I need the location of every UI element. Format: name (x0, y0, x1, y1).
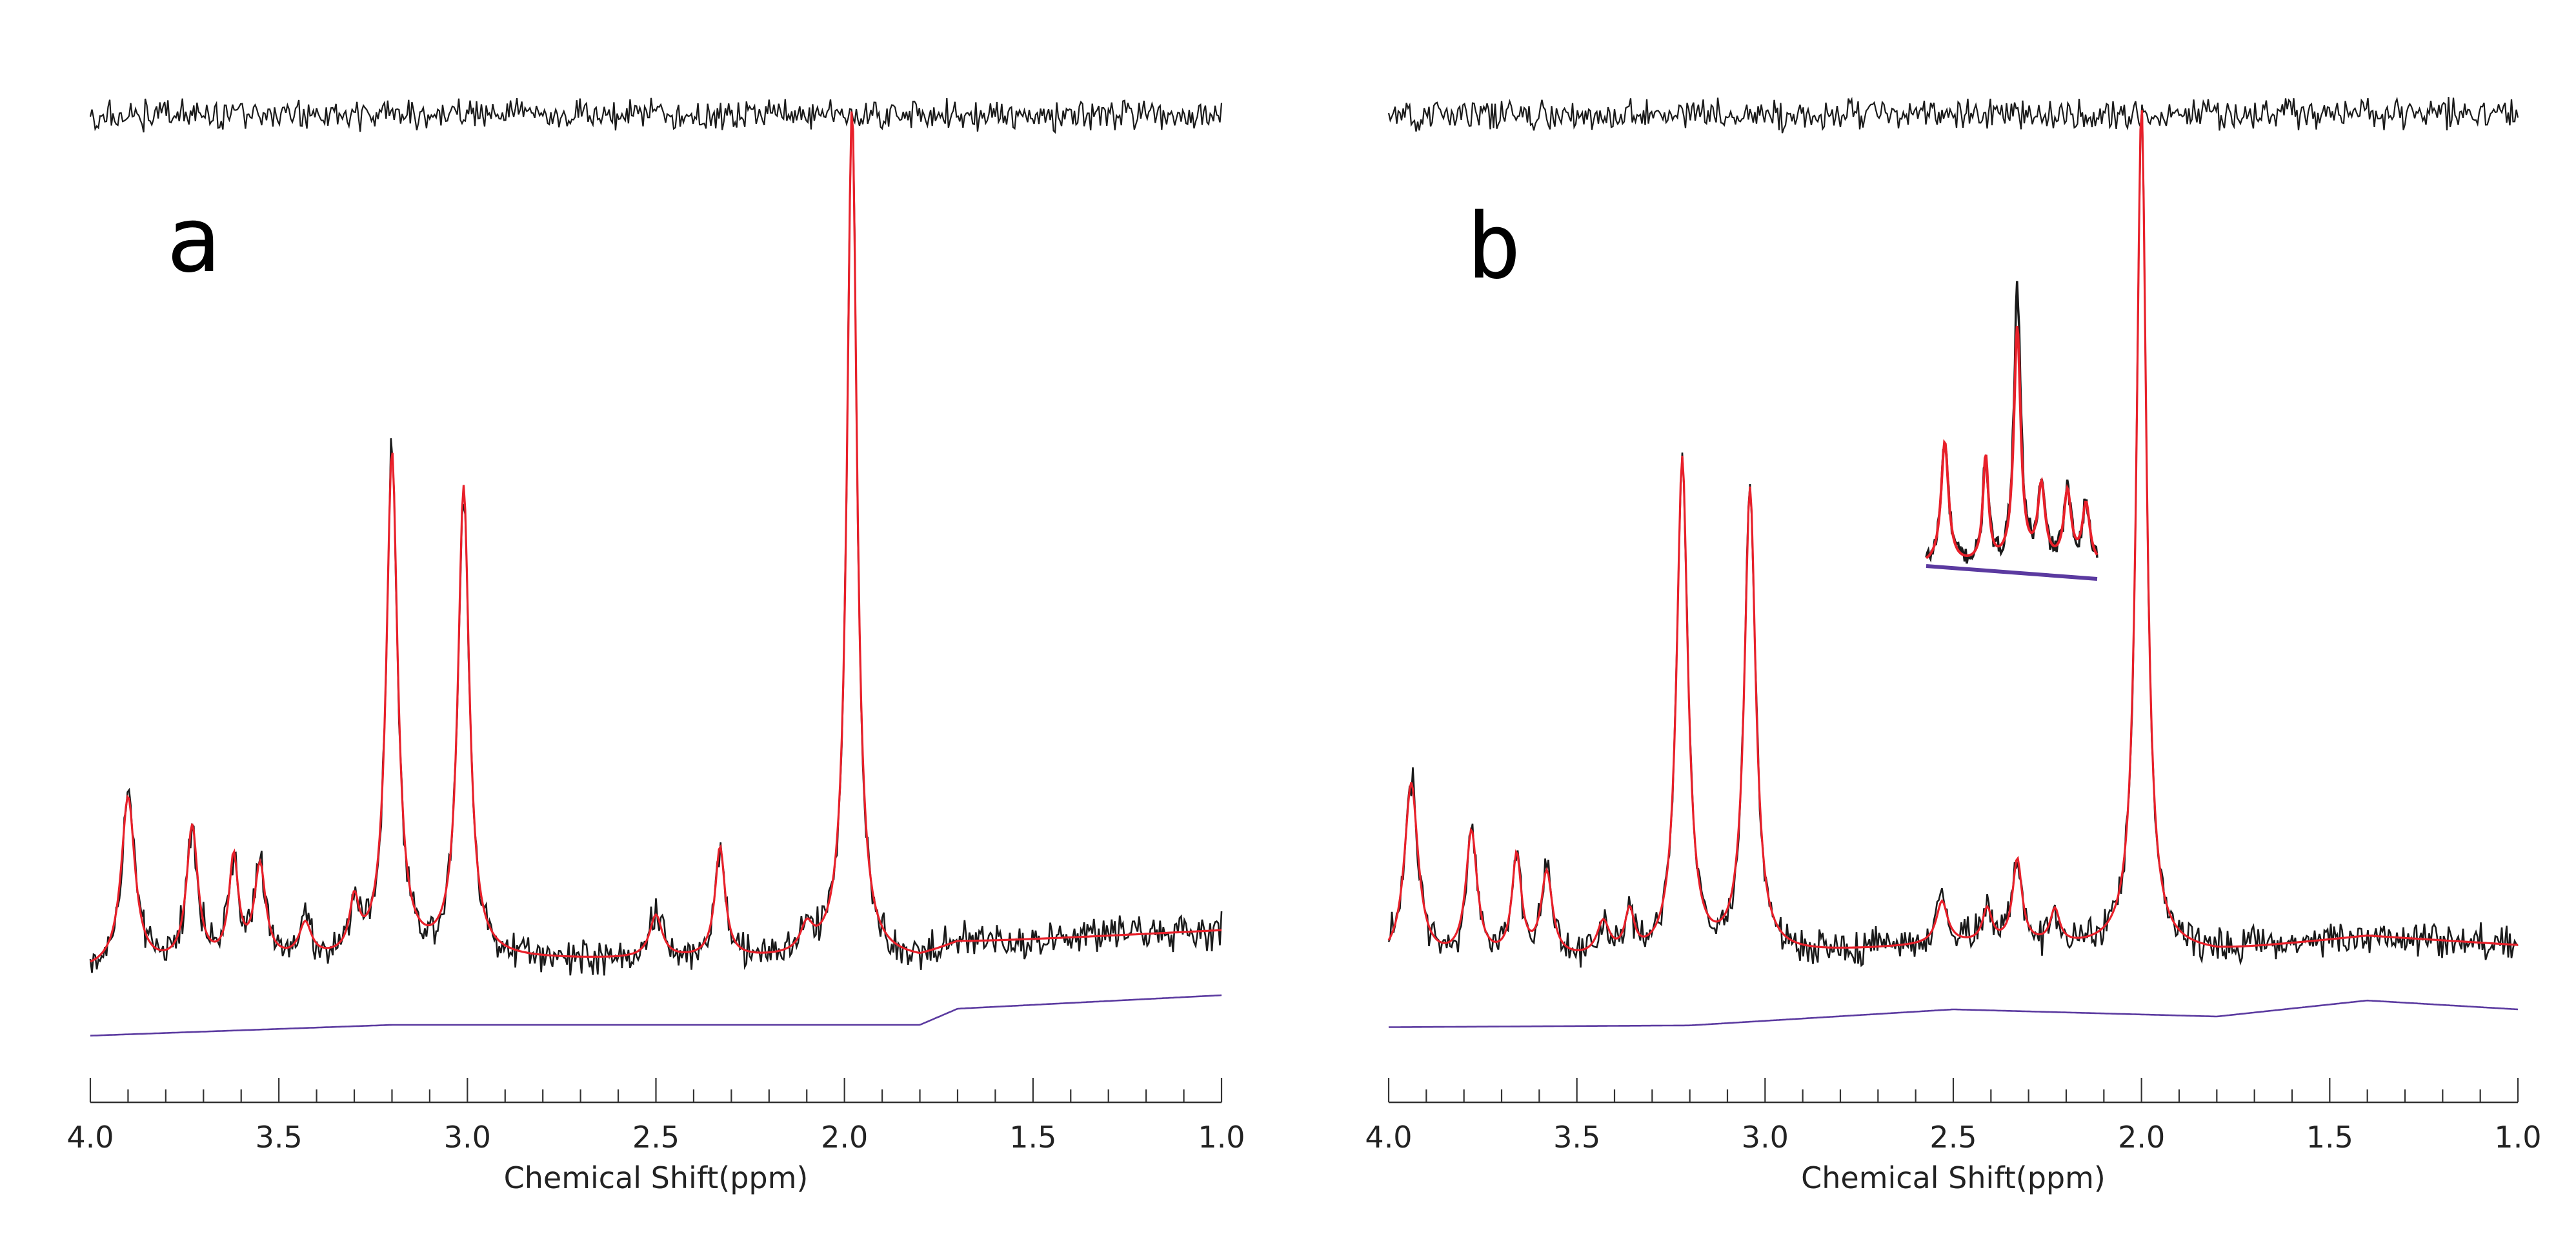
fit-trace (1387, 110, 2519, 951)
x-axis: 4.0 3.5 3.0 2.5 2.0 1.5 1.0 Chemical Shift(ppm) (1365, 1078, 2542, 1195)
tick-label: 2.5 (632, 1120, 679, 1155)
data-trace (89, 112, 1223, 976)
tick-label: 3.0 (444, 1120, 491, 1155)
tick-label: 1.0 (1198, 1120, 1245, 1155)
panel-a: 4.0 3.5 3.0 2.5 2.0 1.5 1.0 Chemical Shift(ppm)… (66, 97, 1245, 1195)
tick-label: 1.5 (1009, 1120, 1056, 1155)
residual-trace (89, 97, 1223, 134)
tick-label: 4.0 (66, 1120, 114, 1155)
panel-b: 4.0 3.5 3.0 2.5 2.0 1.5 1.0 Chemical Shift(ppm)… (1365, 96, 2542, 1195)
x-axis: 4.0 3.5 3.0 2.5 2.0 1.5 1.0 Chemical Shift(ppm) (66, 1078, 1245, 1195)
fit-trace (90, 111, 1222, 963)
panel-label: b (1467, 194, 1521, 299)
tick-label: 2.5 (1929, 1120, 1977, 1155)
x-axis-title: Chemical Shift(ppm) (504, 1160, 809, 1195)
x-axis-title: Chemical Shift(ppm) (1801, 1160, 2106, 1195)
baseline-trace (1388, 999, 2519, 1028)
inset-zoom (1925, 281, 2098, 581)
tick-label: 2.0 (2118, 1120, 2165, 1155)
inset-baseline (1926, 564, 2098, 581)
tick-label: 1.5 (2306, 1120, 2353, 1155)
tick-label: 3.0 (1742, 1120, 1789, 1155)
tick-label: 1.0 (2494, 1120, 2541, 1155)
inset-fit-trace (1925, 325, 2098, 560)
panel-label: a (166, 188, 221, 293)
tick-label: 3.5 (1553, 1120, 1600, 1155)
tick-label: 4.0 (1365, 1120, 1412, 1155)
tick-label: 2.0 (821, 1120, 868, 1155)
baseline-trace (90, 994, 1222, 1037)
tick-label: 3.5 (256, 1120, 303, 1155)
residual-trace (1387, 96, 2519, 134)
